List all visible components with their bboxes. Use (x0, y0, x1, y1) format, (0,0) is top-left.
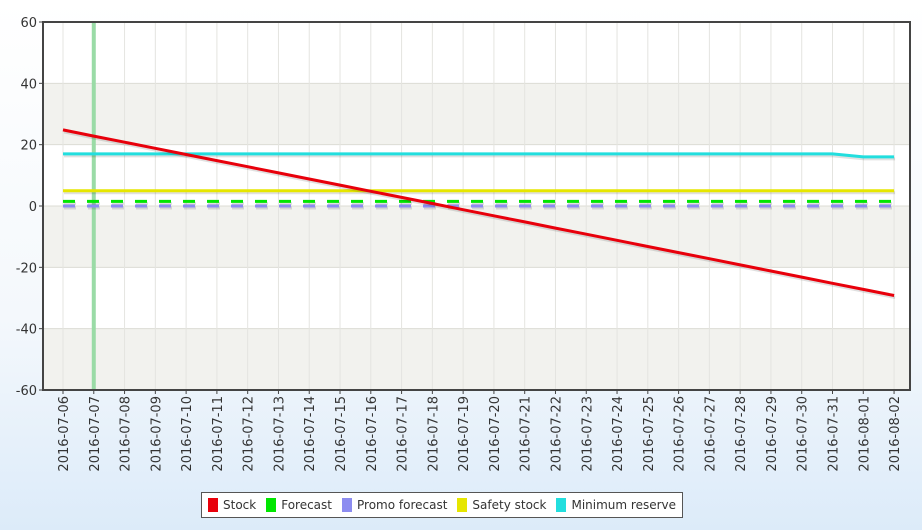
x-tick-label: 2016-07-28 (734, 396, 749, 472)
legend-item[interactable]: Promo forecast (342, 498, 447, 512)
x-tick-label: 2016-08-01 (857, 396, 872, 472)
y-tick-label: 40 (20, 77, 37, 92)
legend-item[interactable]: Minimum reserve (556, 498, 676, 512)
legend-swatch (342, 498, 352, 512)
series-shadow-minimum-reserve (64, 154, 896, 161)
x-tick-label: 2016-07-15 (334, 396, 349, 472)
legend-swatch (457, 498, 468, 512)
y-tick-label: -60 (16, 384, 37, 399)
legend-item[interactable]: Safety stock (457, 498, 546, 512)
legend-label: Safety stock (472, 498, 547, 512)
x-tick-label: 2016-07-13 (272, 396, 287, 472)
x-tick-label: 2016-07-12 (242, 396, 257, 472)
legend-swatch (208, 498, 218, 512)
series-line-minimum-reserve (63, 152, 895, 159)
x-tick-label: 2016-07-29 (765, 396, 780, 472)
x-tick-label: 2016-07-16 (365, 396, 380, 472)
legend-swatch (266, 498, 277, 512)
legend-item[interactable]: Stock (208, 498, 256, 512)
x-tick-label: 2016-07-17 (396, 396, 411, 472)
legend-label: Stock (223, 498, 257, 512)
x-tick-label: 2016-07-11 (211, 396, 226, 472)
x-tick-label: 2016-07-09 (149, 396, 164, 472)
legend-label: Forecast (281, 498, 332, 512)
y-tick-label: -40 (16, 323, 37, 338)
x-tick-label: 2016-07-20 (488, 396, 503, 472)
legend-swatch (556, 498, 567, 512)
x-tick-label: 2016-07-14 (303, 396, 318, 472)
y-tick-label: 20 (20, 139, 37, 154)
y-tick-label: -20 (16, 261, 37, 276)
x-tick-label: 2016-07-30 (796, 396, 811, 472)
y-tick-label: 60 (20, 16, 37, 31)
plot-band (43, 22, 910, 84)
x-tick-label: 2016-08-02 (888, 396, 903, 472)
x-tick-label: 2016-07-08 (119, 396, 134, 472)
plot-band (43, 328, 910, 390)
legend-item[interactable]: Forecast (266, 498, 332, 512)
series-shadow-stock (63, 130, 896, 299)
x-tick-label: 2016-07-21 (519, 396, 534, 472)
x-tick-label: 2016-07-31 (827, 396, 842, 472)
x-tick-label: 2016-07-24 (611, 396, 626, 472)
y-tick-label: 0 (29, 200, 37, 215)
x-tick-label: 2016-07-26 (673, 396, 688, 472)
x-tick-label: 2016-07-06 (57, 396, 72, 472)
x-tick-label: 2016-07-23 (580, 396, 595, 472)
x-tick-label: 2016-07-18 (426, 396, 441, 472)
x-tick-label: 2016-07-22 (549, 396, 564, 472)
plot-band (43, 83, 910, 145)
x-tick-label: 2016-07-07 (88, 396, 103, 472)
plot-band (43, 267, 910, 329)
plot-band (43, 206, 910, 268)
legend-label: Minimum reserve (571, 498, 676, 512)
series-line-stock (62, 128, 895, 297)
legend-label: Promo forecast (357, 498, 448, 512)
x-tick-label: 2016-07-10 (180, 396, 195, 472)
x-tick-label: 2016-07-27 (703, 396, 718, 472)
x-tick-label: 2016-07-25 (642, 396, 657, 472)
chart-legend: Stock Forecast Promo forecast Safety stock M… (201, 492, 683, 518)
x-tick-label: 2016-07-19 (457, 396, 472, 472)
